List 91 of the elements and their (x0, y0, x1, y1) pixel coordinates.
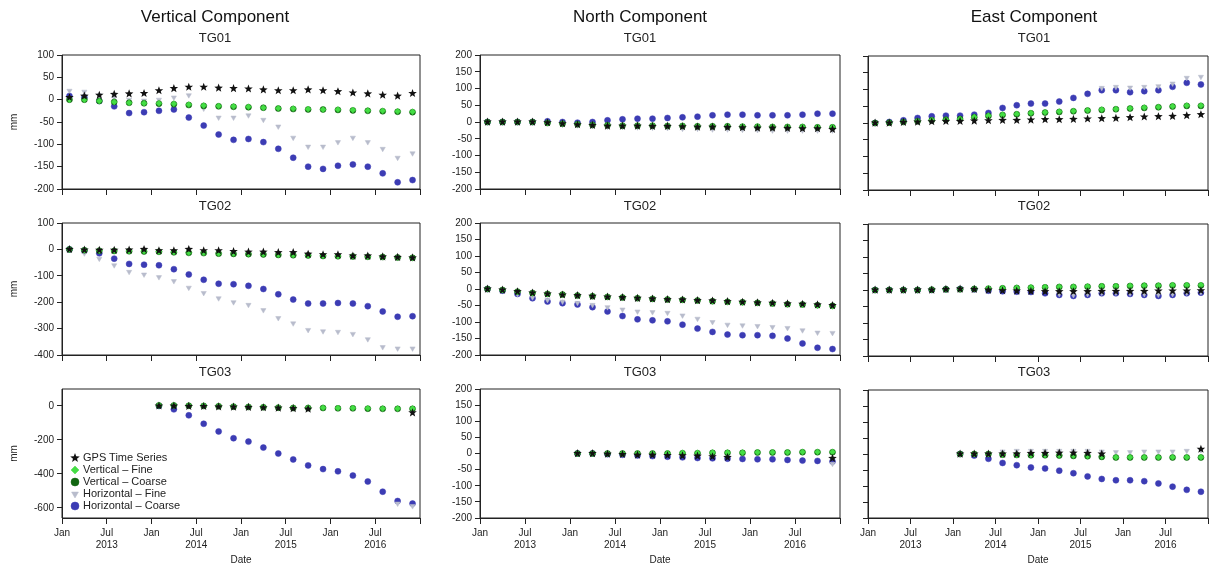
x-tick-label: Jul 2014 (185, 526, 208, 550)
y-tick-label: -100 (451, 315, 473, 327)
y-tick-label: 0 (466, 282, 473, 294)
y-tick-label: -200 (451, 182, 473, 194)
x-tick-label: Jan (741, 526, 759, 538)
y-tick-label: 0 (48, 243, 55, 255)
chart-title: North Component (571, 6, 709, 28)
x-tick-label: Jul 2013 (899, 526, 923, 550)
chart-title: TG03 (197, 364, 233, 380)
y-tick-label: 100 (455, 415, 473, 426)
y-tick-label: -50 (457, 299, 473, 311)
y-tick-label: -400 (33, 348, 55, 360)
y-tick-label: -300 (33, 322, 55, 334)
y-tick-label: -100 (451, 149, 473, 161)
y-tick-label: -150 (451, 495, 473, 507)
y-tick-label: -200 (451, 348, 473, 360)
y-tick-label: 100 (455, 82, 473, 94)
y-tick-label: -100 (33, 269, 55, 281)
x-axis-title: Date (1027, 553, 1049, 565)
y-tick-label: 50 (460, 266, 473, 278)
chart-title: Vertical Component (139, 6, 291, 28)
y-tick-label: 200 (455, 216, 473, 228)
y-tick-label: -50 (457, 463, 473, 475)
legend-label: Vertical – Coarse (83, 475, 167, 488)
y-tick-label: 100 (455, 249, 473, 261)
x-tick-label: Jan (143, 526, 160, 538)
x-tick-label: Jan (1029, 526, 1047, 538)
y-tick-label: -200 (451, 511, 473, 523)
x-tick-label: Jan (1114, 526, 1132, 538)
chart-subtitle: TG01 (1016, 30, 1052, 46)
y-tick-label: 200 (455, 382, 473, 394)
y-tick-label: -50 (457, 132, 473, 144)
y-tick-label: 100 (37, 48, 55, 60)
y-axis-title: mm (7, 113, 19, 131)
chart-title: TG03 (1016, 364, 1052, 380)
chart-title: TG02 (622, 198, 658, 214)
x-tick-label: Jul 2015 (274, 526, 298, 550)
x-tick-label: Jul 2016 (783, 526, 807, 550)
chart-title: East Component (969, 6, 1099, 28)
y-tick-label: 200 (455, 48, 473, 60)
y-tick-label: 150 (455, 398, 473, 410)
chart-subtitle: TG01 (622, 30, 658, 46)
y-axis-title: mm (7, 445, 19, 462)
y-tick-label: 150 (455, 65, 473, 77)
y-tick-label: -150 (33, 160, 55, 172)
x-tick-label: Jul 2013 (95, 526, 119, 550)
x-tick-label: Jul 2014 (984, 526, 1008, 550)
x-tick-label: Jan (561, 526, 579, 538)
x-axis-title: Date (230, 553, 252, 565)
y-tick-label: 0 (466, 115, 473, 127)
x-tick-label: Jan (471, 526, 489, 538)
y-tick-label: -150 (451, 332, 473, 344)
legend-label: Horizontal – Fine (83, 487, 167, 500)
x-tick-label: Jul 2016 (364, 526, 387, 550)
y-tick-label: 100 (37, 216, 55, 228)
x-tick-label: Jul 2015 (693, 526, 717, 550)
y-tick-label: -200 (33, 182, 55, 194)
x-tick-label: Jul 2014 (603, 526, 627, 550)
y-tick-label: 50 (460, 431, 473, 443)
x-tick-label: Jan (651, 526, 669, 538)
y-tick-label: -600 (33, 501, 55, 513)
y-tick-label: 0 (48, 399, 55, 411)
x-tick-label: Jul 2015 (1069, 526, 1093, 550)
y-tick-label: 0 (48, 93, 55, 105)
legend-label: Vertical – Fine (83, 463, 153, 476)
y-tick-label: -100 (33, 138, 55, 150)
y-tick-label: -150 (451, 166, 473, 177)
y-tick-label: -200 (33, 433, 55, 445)
y-tick-label: -200 (33, 295, 55, 307)
y-tick-label: 50 (460, 99, 473, 110)
y-tick-label: 50 (42, 71, 55, 83)
y-tick-label: -100 (451, 479, 473, 491)
y-tick-label: -400 (33, 467, 55, 479)
chart-subtitle: TG01 (197, 30, 233, 46)
x-tick-label: Jan (859, 526, 877, 538)
chart-title: TG02 (197, 198, 233, 214)
y-tick-label: -50 (39, 115, 55, 127)
chart-title: TG02 (1016, 198, 1052, 214)
x-tick-label: Jan (53, 526, 71, 538)
chart-title: TG03 (622, 364, 658, 380)
x-tick-label: Jul 2016 (1154, 526, 1178, 550)
x-tick-label: Jan (232, 526, 250, 538)
y-axis-title: mm (7, 280, 19, 298)
x-tick-label: Jan (944, 526, 962, 538)
y-tick-label: 0 (466, 447, 473, 459)
x-axis-title: Date (649, 553, 671, 565)
x-tick-label: Jul 2013 (513, 526, 537, 550)
y-tick-label: 150 (455, 233, 473, 245)
x-tick-label: Jan (322, 526, 339, 538)
legend-label: Horizontal – Coarse (83, 499, 181, 512)
legend-label: GPS Time Series (83, 451, 168, 464)
